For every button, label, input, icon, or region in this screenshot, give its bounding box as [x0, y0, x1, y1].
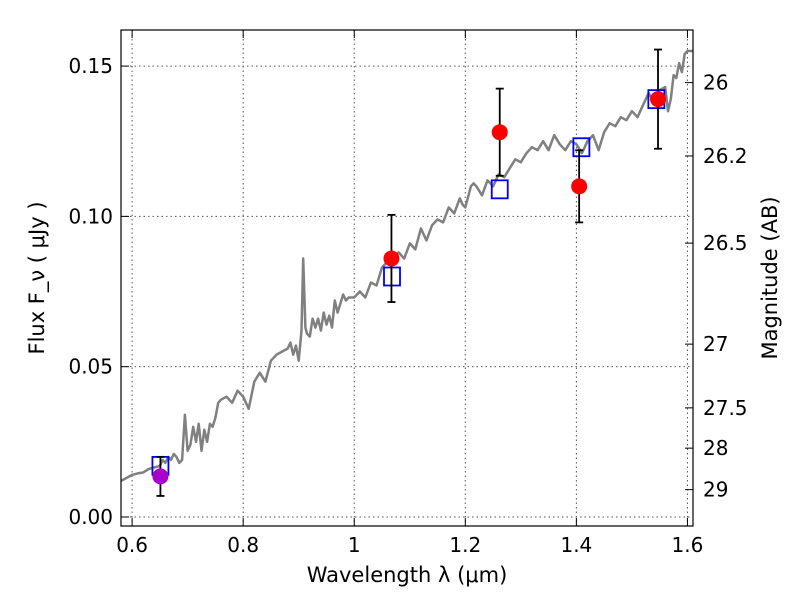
- grid-lines: [121, 30, 693, 526]
- observed-photometry-markers: [152, 48, 667, 497]
- right-tick-label: 29: [703, 478, 728, 502]
- x-tick-label: 1.6: [672, 533, 704, 557]
- x-tick-label: 1: [348, 533, 361, 557]
- observed-flux-point: [152, 468, 169, 485]
- right-tick-label: 26.2: [703, 144, 748, 168]
- plot-frame: [120, 29, 694, 527]
- right-tick-label: 27: [703, 332, 728, 356]
- right-axis-label: Magnitude (AB): [758, 196, 782, 359]
- x-tick-label: 1.4: [560, 533, 592, 557]
- right-tick-label: 26: [703, 71, 728, 95]
- y-axis-label: Flux F_ν ( μJy ): [25, 201, 50, 354]
- right-tick-label: 26.5: [703, 231, 748, 255]
- axis-ticks: 0.6 0.8 1 1.2 1.4 1.6 0.00 0.05 0.10 0.15 26 26.2 26…: [68, 30, 748, 557]
- observed-flux-point: [383, 250, 400, 267]
- observed-flux-point: [571, 178, 588, 195]
- x-tick-label: 1.2: [449, 533, 481, 557]
- observed-flux-point: [650, 91, 667, 108]
- plot-background: [121, 30, 693, 526]
- model-flux-square: [490, 179, 509, 200]
- right-tick-label: 27.5: [703, 396, 748, 420]
- y-tick-label: 0.05: [68, 355, 113, 379]
- y-tick-label: 0.00: [68, 505, 113, 529]
- y-tick-label: 0.15: [68, 54, 113, 78]
- x-tick-label: 0.8: [227, 533, 259, 557]
- model-flux-square: [572, 137, 591, 158]
- model-spectrum: [121, 49, 693, 483]
- right-tick-label: 28: [703, 436, 728, 460]
- x-axis-label: Wavelength λ (μm): [307, 563, 508, 587]
- x-tick-label: 0.6: [116, 533, 148, 557]
- observed-flux-point: [491, 124, 508, 141]
- y-tick-label: 0.10: [68, 204, 113, 228]
- spectrum-line: [121, 49, 693, 483]
